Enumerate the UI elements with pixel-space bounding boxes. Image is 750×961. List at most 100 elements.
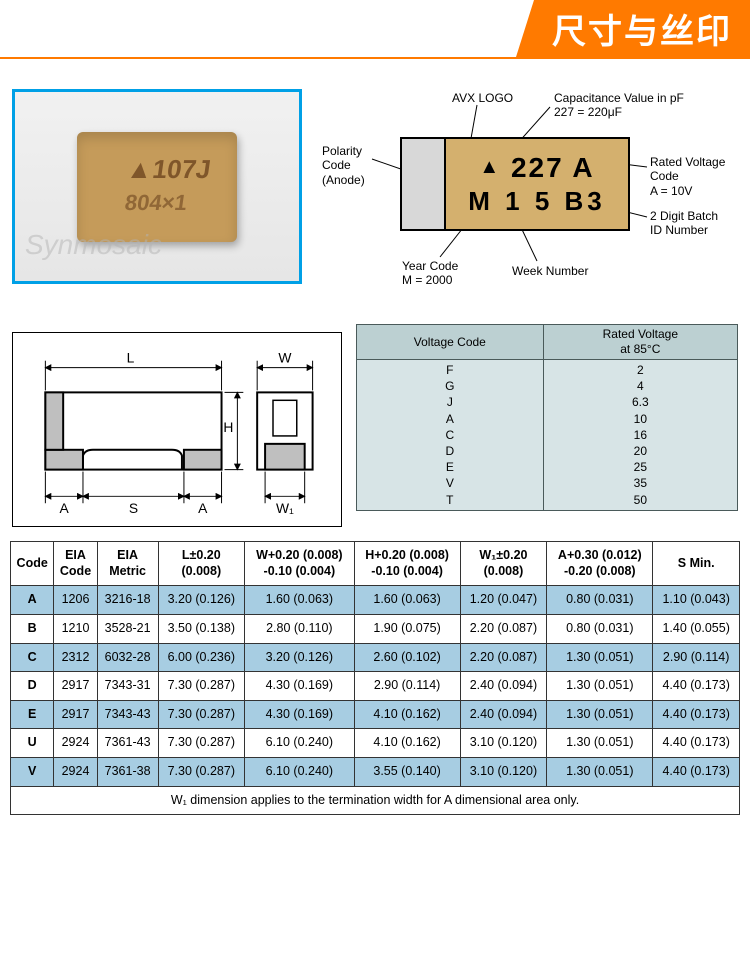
table-cell: 1.20 (0.047): [460, 586, 547, 615]
table-row: A12063216-183.20 (0.126)1.60 (0.063)1.60…: [11, 586, 740, 615]
hdr-L: L±0.20(0.008): [158, 542, 245, 586]
table-cell: U: [11, 729, 54, 758]
marking-main: ▲ 227 A M 1 5 B3: [446, 139, 628, 229]
table-row: V29247361-387.30 (0.287)6.10 (0.240)3.55…: [11, 758, 740, 787]
table-cell: 1.60 (0.063): [354, 586, 460, 615]
table-cell: 0.80 (0.031): [547, 586, 653, 615]
table-cell: 4.10 (0.162): [354, 729, 460, 758]
svg-text:A: A: [198, 500, 208, 516]
dimensions-table: Code EIACode EIAMetric L±0.20(0.008) W+0…: [10, 541, 740, 815]
table-cell: 4.40 (0.173): [653, 700, 740, 729]
label-rated-2: A = 10V: [650, 184, 692, 198]
table-cell: 1.30 (0.051): [547, 672, 653, 701]
voltage-table: Voltage Code Rated Voltage at 85°C FGJAC…: [356, 324, 738, 511]
label-rated-voltage: Rated Voltage Code A = 10V: [650, 155, 738, 198]
label-polarity: Polarity Code (Anode): [322, 144, 365, 187]
header-title: 尺寸与丝印: [516, 0, 750, 57]
label-polarity-3: (Anode): [322, 173, 365, 187]
dim-footnote: W₁ dimension applies to the termination …: [11, 786, 740, 815]
table-cell: 2.20 (0.087): [460, 614, 547, 643]
table-cell: 2.60 (0.102): [354, 643, 460, 672]
table-cell: 7361-38: [97, 758, 158, 787]
label-year-1: Year Code: [402, 259, 458, 273]
table-row: U29247361-437.30 (0.287)6.10 (0.240)4.10…: [11, 729, 740, 758]
header-banner-wrap: 尺寸与丝印: [0, 0, 750, 59]
table-cell: 7343-31: [97, 672, 158, 701]
table-cell: 1.30 (0.051): [547, 700, 653, 729]
table-row: B12103528-213.50 (0.138)2.80 (0.110)1.90…: [11, 614, 740, 643]
voltage-code-table: Voltage Code Rated Voltage at 85°C FGJAC…: [356, 324, 738, 511]
table-cell: 1.60 (0.063): [245, 586, 354, 615]
table-cell: 4.40 (0.173): [653, 729, 740, 758]
table-cell: 3.20 (0.126): [245, 643, 354, 672]
volt-col2-l2: at 85°C: [620, 342, 660, 356]
label-cap-value-ex: 227 = 220μF: [554, 105, 622, 119]
table-row: D29177343-317.30 (0.287)4.30 (0.169)2.90…: [11, 672, 740, 701]
label-polarity-2: Code: [322, 158, 351, 172]
label-batch-1: 2 Digit Batch: [650, 209, 718, 223]
table-cell: 1210: [54, 614, 97, 643]
table-cell: 4.40 (0.173): [653, 672, 740, 701]
label-week: Week Number: [512, 264, 588, 278]
chip-marking-line2: 804×1: [123, 190, 188, 216]
hdr-code: Code: [11, 542, 54, 586]
svg-text:W₁: W₁: [276, 500, 294, 516]
table-cell: 4.30 (0.169): [245, 672, 354, 701]
table-cell: A: [11, 586, 54, 615]
table-cell: 2917: [54, 672, 97, 701]
table-cell: 7.30 (0.287): [158, 700, 245, 729]
table-cell: E: [11, 700, 54, 729]
table-cell: 7.30 (0.287): [158, 672, 245, 701]
marking-anode-bar: [402, 139, 446, 229]
outline-drawing: L W H A S A W₁: [12, 332, 342, 527]
svg-text:W: W: [278, 350, 292, 366]
hdr-H: H+0.20 (0.008)-0.10 (0.004): [354, 542, 460, 586]
table-cell: 6032-28: [97, 643, 158, 672]
label-cap-value: Capacitance Value in pF 227 = 220μF: [554, 91, 684, 120]
label-avx-logo: AVX LOGO: [452, 91, 513, 105]
table-cell: 1.30 (0.051): [547, 643, 653, 672]
table-cell: 2.40 (0.094): [460, 700, 547, 729]
table-cell: 2.40 (0.094): [460, 672, 547, 701]
hdr-eia-code: EIACode: [54, 542, 97, 586]
label-polarity-1: Polarity: [322, 144, 362, 158]
chip-body: ▲107J 804×1: [77, 132, 237, 242]
marking-diagram: AVX LOGO Capacitance Value in pF 227 = 2…: [322, 89, 738, 304]
table-cell: 3.55 (0.140): [354, 758, 460, 787]
label-batch: 2 Digit Batch ID Number: [650, 209, 718, 238]
svg-text:H: H: [223, 419, 233, 435]
hdr-W1: W₁±0.20(0.008): [460, 542, 547, 586]
label-batch-2: ID Number: [650, 223, 708, 237]
hdr-S: S Min.: [653, 542, 740, 586]
table-cell: 4.40 (0.173): [653, 758, 740, 787]
table-cell: 4.10 (0.162): [354, 700, 460, 729]
hdr-eia-metric: EIAMetric: [97, 542, 158, 586]
top-row: ▲107J 804×1 Synmosaic AVX LOGO Capacitan…: [0, 79, 750, 314]
hdr-W: W+0.20 (0.008)-0.10 (0.004): [245, 542, 354, 586]
table-cell: 2924: [54, 729, 97, 758]
table-cell: 7.30 (0.287): [158, 758, 245, 787]
table-cell: 1.40 (0.055): [653, 614, 740, 643]
table-row: C23126032-286.00 (0.236)3.20 (0.126)2.60…: [11, 643, 740, 672]
volt-col1: Voltage Code: [357, 325, 544, 360]
table-cell: 1.90 (0.075): [354, 614, 460, 643]
outline-svg: L W H A S A W₁: [13, 333, 341, 526]
volt-values-cell: 246.3101620253550: [543, 360, 737, 511]
svg-text:L: L: [127, 350, 135, 366]
table-cell: 1.10 (0.043): [653, 586, 740, 615]
table-cell: 6.00 (0.236): [158, 643, 245, 672]
marking-body: ▲ 227 A M 1 5 B3: [400, 137, 630, 231]
table-cell: 1.30 (0.051): [547, 729, 653, 758]
table-cell: 3.20 (0.126): [158, 586, 245, 615]
dimensions-table-wrap: Code EIACode EIAMetric L±0.20(0.008) W+0…: [0, 541, 750, 835]
table-cell: 2924: [54, 758, 97, 787]
table-cell: 4.30 (0.169): [245, 700, 354, 729]
product-photo: ▲107J 804×1 Synmosaic: [12, 89, 302, 284]
table-cell: 3.10 (0.120): [460, 729, 547, 758]
table-cell: B: [11, 614, 54, 643]
hdr-A: A+0.30 (0.012)-0.20 (0.008): [547, 542, 653, 586]
marking-logo-glyph: ▲: [479, 156, 501, 178]
svg-text:S: S: [129, 500, 138, 516]
table-cell: 3.10 (0.120): [460, 758, 547, 787]
table-cell: 7343-43: [97, 700, 158, 729]
